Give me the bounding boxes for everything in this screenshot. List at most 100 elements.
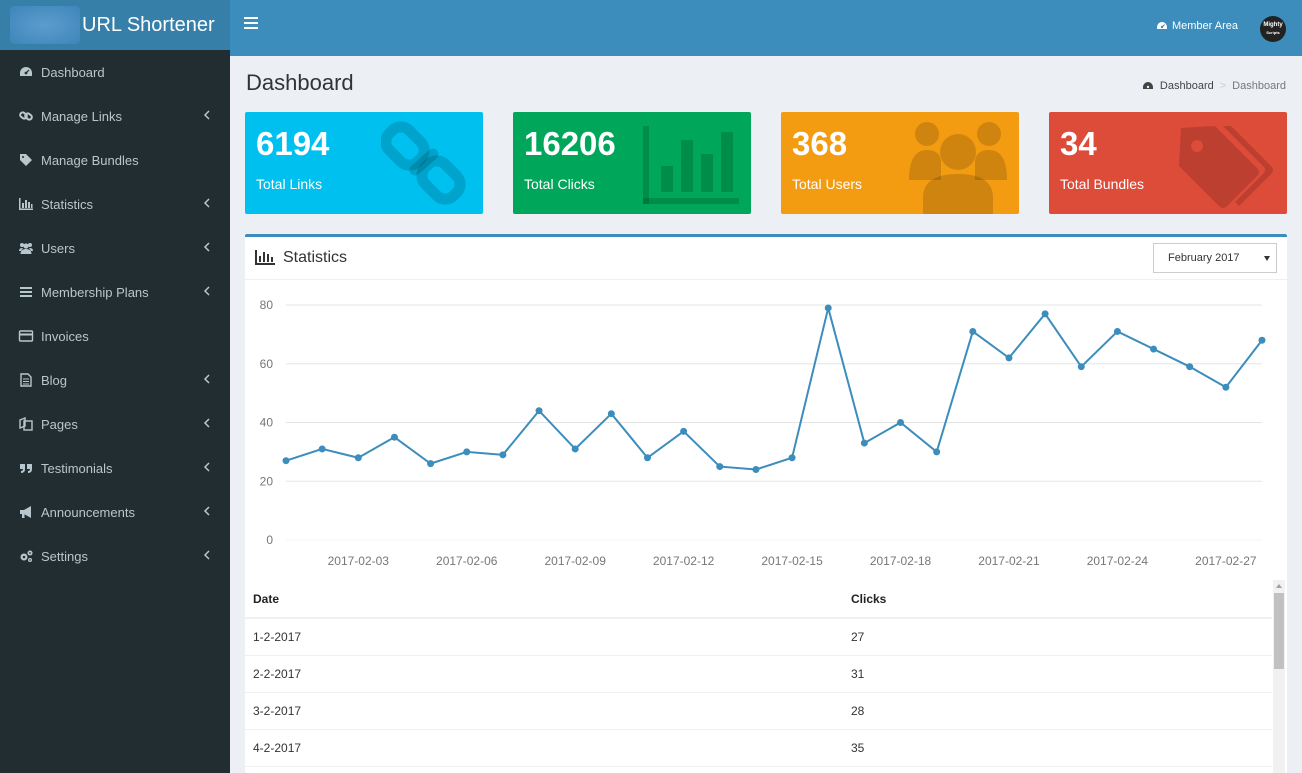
sidebar-item-manage-bundles[interactable]: Manage Bundles	[0, 138, 230, 182]
data-point	[1005, 354, 1013, 362]
data-point	[680, 427, 688, 435]
link-icon	[19, 111, 33, 121]
chevron-left-icon	[203, 374, 210, 384]
breadcrumb-current: Dashboard	[1232, 80, 1286, 92]
x-tick-label: 2017-02-03	[328, 554, 390, 568]
cogs-icon	[20, 550, 33, 562]
data-point	[1258, 336, 1266, 344]
app-title: URL Shortener	[82, 13, 215, 36]
data-point	[390, 433, 398, 441]
bullhorn-icon	[20, 506, 31, 518]
data-point	[897, 419, 905, 426]
users-icon	[909, 122, 1007, 214]
chevron-left-icon	[203, 506, 210, 516]
data-point	[752, 466, 760, 473]
x-tick-label: 2017-02-09	[544, 554, 606, 568]
sidebar-item-invoices[interactable]: Invoices	[0, 314, 230, 358]
member-area-label: Member Area	[1171, 20, 1238, 32]
user-avatar[interactable]: Mighty Scripts	[1260, 16, 1286, 42]
data-point	[354, 454, 362, 462]
table-row: 3-2-2017 28	[245, 692, 1272, 730]
logo[interactable]: URL Shortener	[0, 0, 230, 50]
chevron-left-icon	[203, 286, 210, 296]
member-area-link[interactable]: Member Area	[1156, 20, 1238, 32]
table-scrollbar[interactable]	[1273, 580, 1285, 773]
sidebar-item-announcements[interactable]: Announcements	[0, 490, 230, 534]
y-tick-label: 80	[260, 298, 274, 312]
column-header-clicks: Clicks	[843, 580, 1272, 619]
bar-chart-icon	[255, 250, 275, 265]
tags-icon	[20, 154, 32, 166]
x-tick-label: 2017-02-21	[978, 554, 1040, 568]
stat-label: Total Users	[792, 176, 863, 192]
statistics-table-wrapper: Date Clicks 1-2-2017 27 2-2-2017 31 3-2-20…	[245, 580, 1287, 773]
stat-box-total-users[interactable]: 368 Total Users	[781, 112, 1019, 214]
top-navbar: Member Area Mighty Scripts	[230, 0, 1302, 56]
scrollbar-thumb[interactable]	[1274, 593, 1284, 669]
quote-icon	[20, 464, 32, 473]
series-line	[285, 307, 1263, 471]
chevron-left-icon	[203, 418, 210, 428]
sidebar-item-label: Manage Bundles	[41, 152, 139, 168]
stat-label: Total Links	[256, 176, 323, 192]
data-point	[535, 407, 543, 415]
data-point	[463, 448, 471, 456]
sidebar-item-label: Membership Plans	[41, 284, 149, 300]
x-tick-label: 2017-02-15	[761, 554, 823, 568]
stat-box-total-bundles[interactable]: 34 Total Bundles	[1049, 112, 1287, 214]
file-icon	[20, 373, 32, 387]
breadcrumb-home-link[interactable]: Dashboard	[1159, 80, 1214, 92]
sidebar-item-label: Blog	[41, 372, 68, 388]
data-point	[1077, 363, 1085, 371]
stat-value: 16206	[524, 125, 616, 162]
data-point	[1150, 345, 1158, 353]
sidebar-item-blog[interactable]: Blog	[0, 358, 230, 402]
clicks-cell: 27	[843, 618, 1272, 656]
data-point	[499, 451, 507, 459]
data-point	[1113, 327, 1121, 335]
bar-chart-icon	[643, 126, 739, 204]
logo-image	[10, 6, 80, 44]
date-cell: 4-2-2017	[245, 729, 843, 767]
users-icon	[19, 243, 33, 254]
sidebar-item-pages[interactable]: Pages	[0, 402, 230, 446]
chevron-left-icon	[203, 550, 210, 560]
scroll-up-icon[interactable]	[1276, 584, 1282, 588]
sidebar-toggle-icon[interactable]	[244, 17, 258, 31]
dashboard-icon	[1156, 22, 1167, 29]
sidebar-item-dashboard[interactable]: Dashboard	[0, 50, 230, 94]
tags-icon	[1179, 126, 1273, 208]
data-point	[824, 304, 832, 312]
y-tick-label: 40	[260, 416, 274, 430]
month-select[interactable]: February 2017	[1153, 243, 1277, 273]
sidebar-item-testimonials[interactable]: Testimonials	[0, 446, 230, 490]
sidebar-item-settings[interactable]: Settings	[0, 534, 230, 578]
sidebar-item-label: Invoices	[41, 328, 89, 344]
date-cell: 1-2-2017	[245, 618, 843, 656]
sidebar-item-membership-plans[interactable]: Membership Plans	[0, 270, 230, 314]
dashboard-icon	[20, 67, 32, 76]
x-tick-label: 2017-02-12	[653, 554, 715, 568]
sidebar-item-users[interactable]: Users	[0, 226, 230, 270]
data-point	[969, 327, 977, 335]
x-tick-label: 2017-02-27	[1195, 554, 1257, 568]
copy-icon	[19, 417, 33, 431]
data-point	[318, 445, 326, 453]
stat-box-total-clicks[interactable]: 16206 Total Clicks	[513, 112, 751, 214]
sidebar-item-label: Settings	[41, 548, 88, 564]
clicks-cell: 35	[843, 729, 1272, 767]
sidebar: Dashboard Manage Links Manage Bundles Stati…	[0, 50, 230, 773]
sidebar-item-manage-links[interactable]: Manage Links	[0, 94, 230, 138]
avatar-text: Mighty	[1263, 22, 1283, 28]
sidebar-item-label: Announcements	[41, 504, 135, 520]
data-point	[643, 454, 651, 462]
chevron-left-icon	[203, 462, 210, 472]
data-point	[1222, 383, 1230, 391]
table-row: 2-2-2017 31	[245, 655, 1272, 693]
table-header-row: Date Clicks	[245, 580, 1272, 619]
clicks-line-chart: 0 20 40 60 80 2017-02-03 2017-02-06 2017-02-09 2…	[260, 298, 1266, 568]
stat-box-total-links[interactable]: 6194 Total Links	[245, 112, 483, 214]
stat-label: Total Bundles	[1060, 176, 1145, 192]
sidebar-item-statistics[interactable]: Statistics	[0, 182, 230, 226]
page-title: Dashboard	[246, 70, 354, 95]
